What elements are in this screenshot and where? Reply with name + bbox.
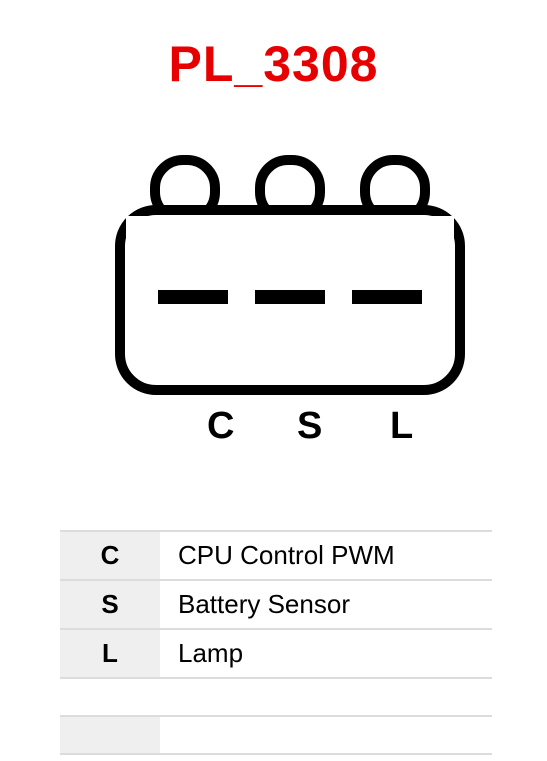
legend-key: L — [60, 629, 160, 678]
pin-label: S — [297, 405, 322, 448]
legend-row: SBattery Sensor — [60, 580, 492, 629]
connector-diagram — [0, 150, 547, 450]
pin-label: C — [207, 405, 234, 448]
legend-desc: Lamp — [160, 629, 492, 678]
legend-row: LLamp — [60, 629, 492, 678]
part-number-title: PL_3308 — [0, 35, 547, 93]
legend-row: CCPU Control PWM — [60, 531, 492, 580]
title-text: PL_3308 — [169, 36, 379, 92]
legend-desc: Battery Sensor — [160, 580, 492, 629]
pin-label: L — [390, 405, 413, 448]
legend-desc: CPU Control PWM — [160, 531, 492, 580]
footer-cell-key — [60, 715, 160, 755]
footer-cell-desc — [160, 715, 492, 755]
legend-table: CCPU Control PWMSBattery SensorLLamp — [60, 530, 492, 679]
tab-cover — [126, 216, 454, 246]
legend-key: C — [60, 531, 160, 580]
footer-bar — [60, 715, 492, 755]
legend-key: S — [60, 580, 160, 629]
